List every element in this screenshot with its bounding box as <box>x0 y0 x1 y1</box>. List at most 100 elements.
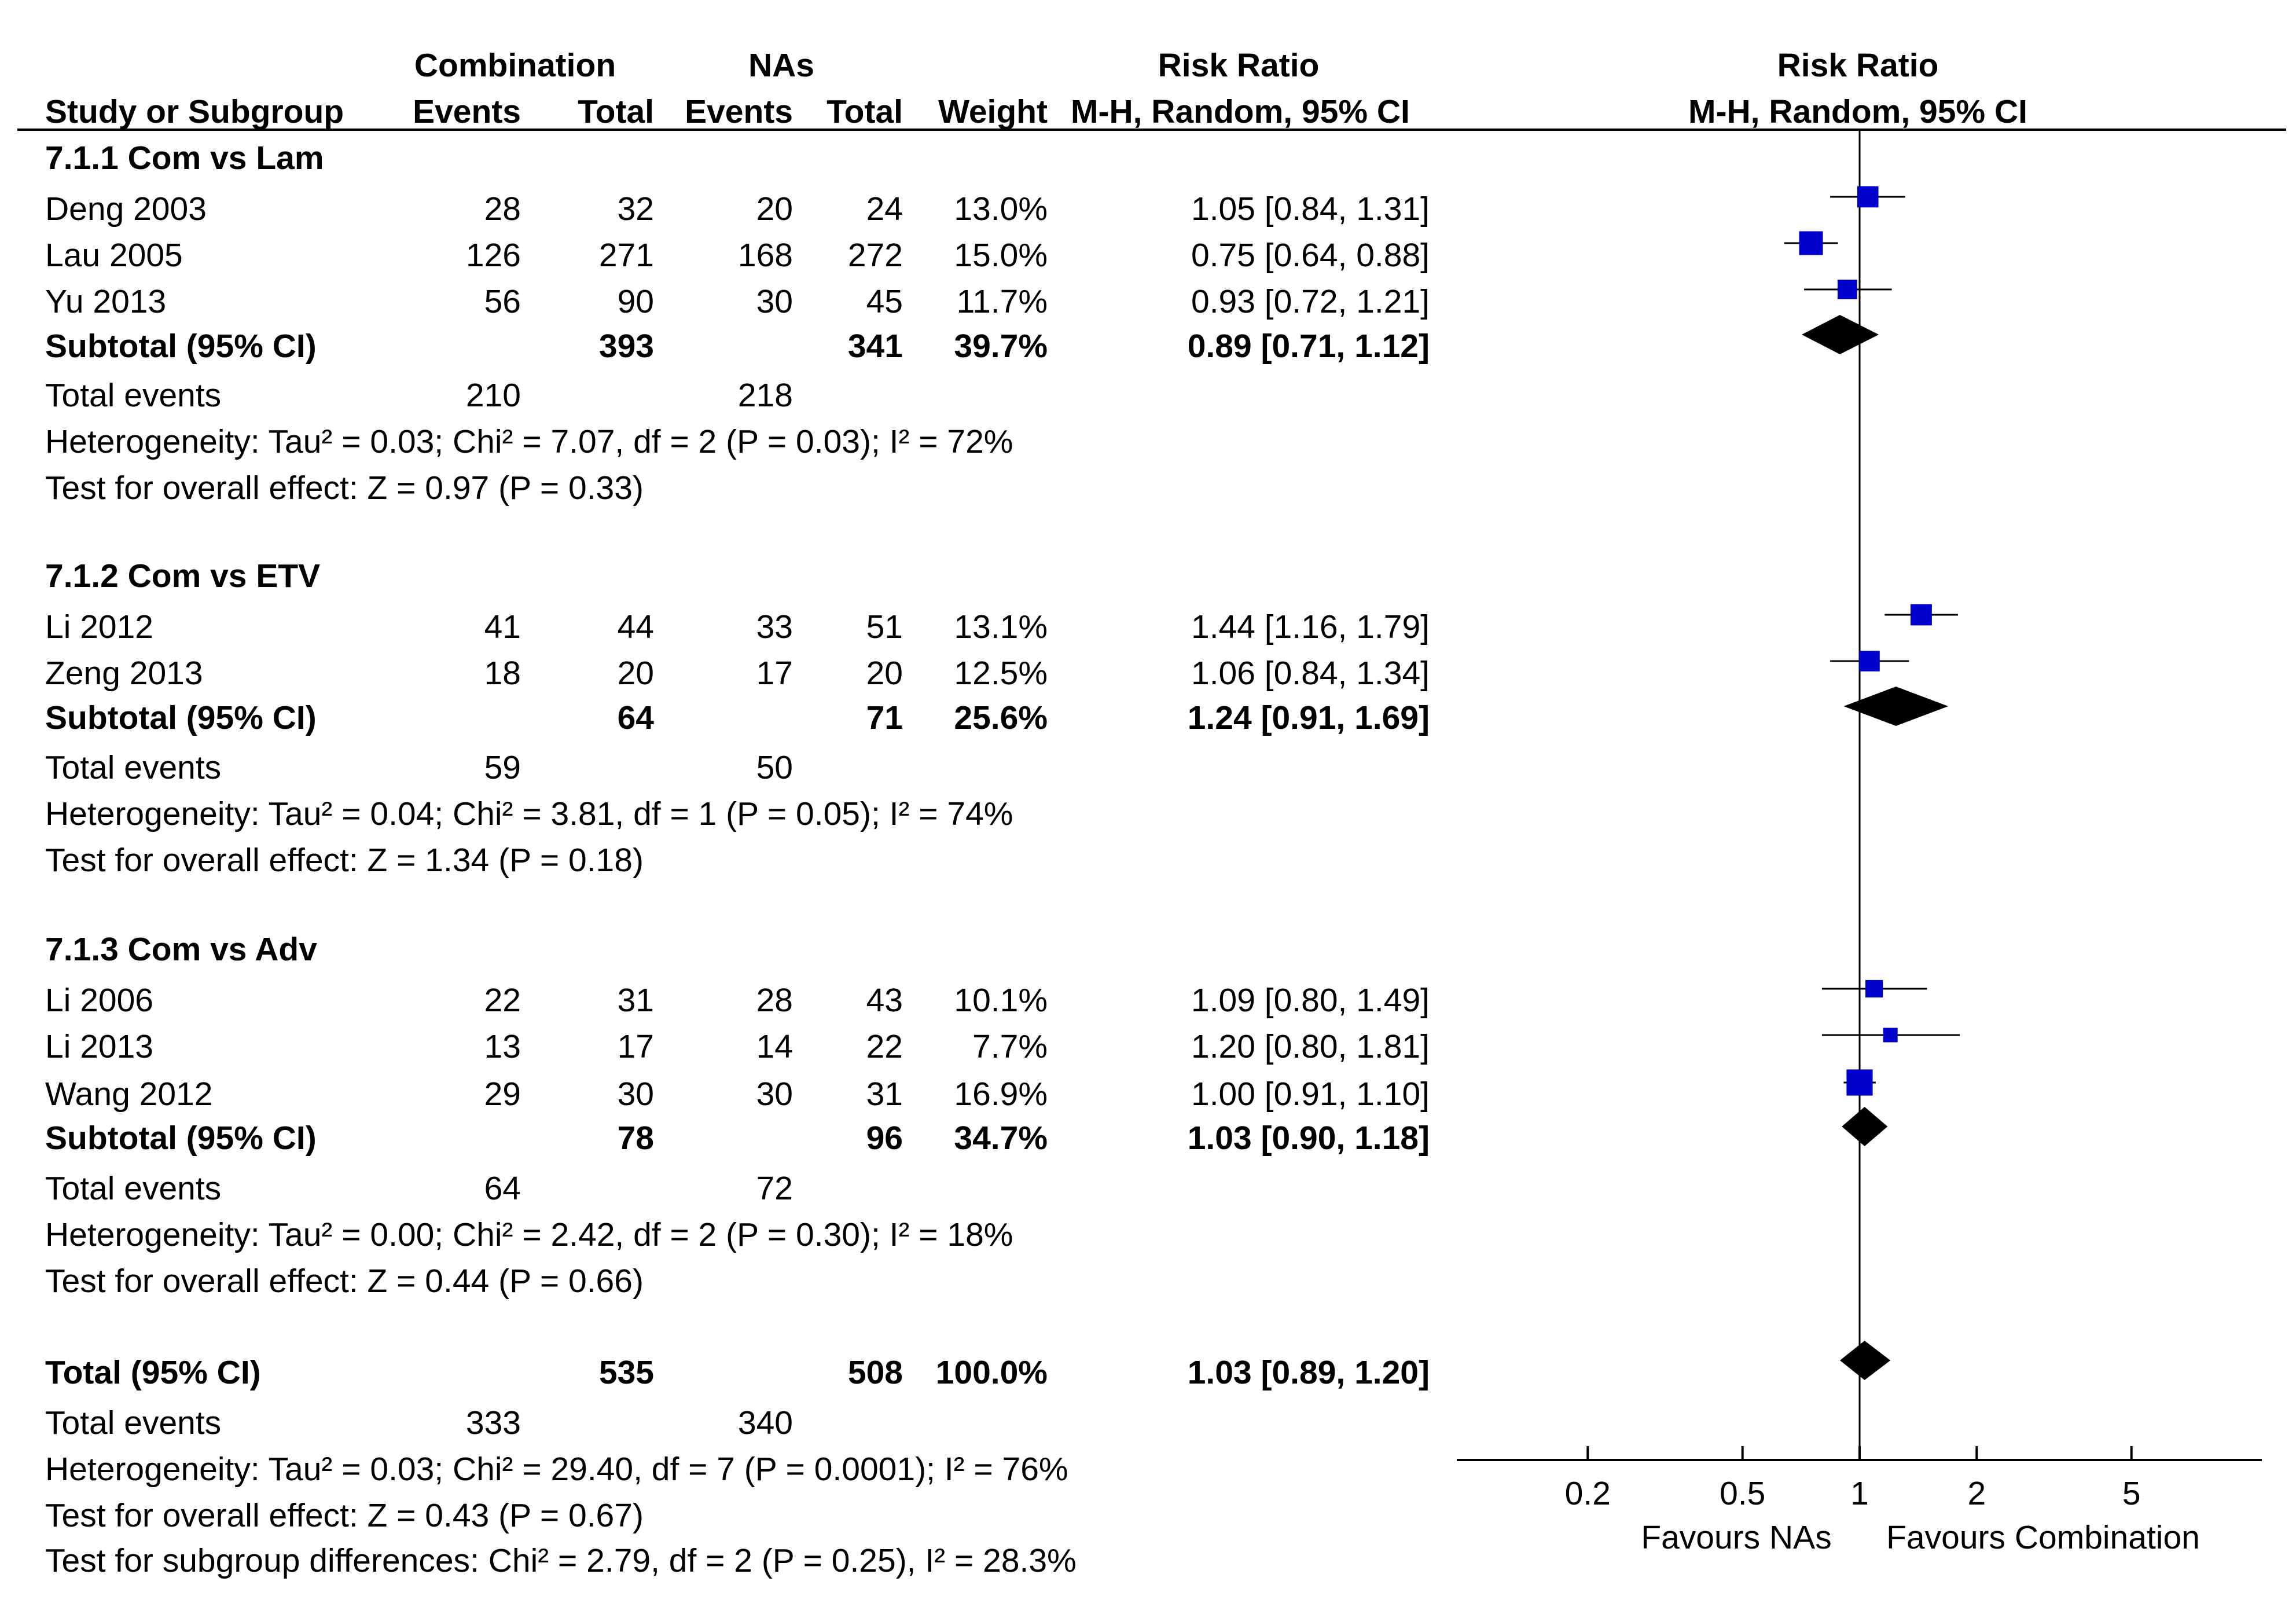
subtotal-label: Subtotal (95% CI) <box>45 1120 317 1157</box>
study-total-nas: 31 <box>866 1076 903 1113</box>
study-events-combination: 28 <box>484 190 521 228</box>
header-events-nas: Events <box>685 93 793 130</box>
total-events-label: Total events <box>45 1404 222 1441</box>
study-events-combination: 13 <box>484 1028 521 1065</box>
total-events-combination: 59 <box>484 749 521 786</box>
subgroup-differences-text: Test for subgroup differences: Chi² = 2.… <box>45 1542 1077 1579</box>
study-name: Li 2013 <box>45 1028 154 1065</box>
heterogeneity-text: Heterogeneity: Tau² = 0.03; Chi² = 29.40… <box>45 1451 1068 1488</box>
study-weight: 13.0% <box>954 190 1048 228</box>
study-events-combination: 56 <box>484 283 521 320</box>
study-total-nas: 20 <box>866 655 903 692</box>
study-ci: 0.93 [0.72, 1.21] <box>1191 283 1430 320</box>
header-events-combination: Events <box>413 93 521 130</box>
subtotal-total-combination: 64 <box>617 699 654 736</box>
header-risk-ratio-plot: Risk Ratio <box>1777 47 1939 84</box>
subtotal-total-combination: 78 <box>617 1120 654 1157</box>
study-ci: 1.20 [0.80, 1.81] <box>1191 1028 1430 1065</box>
total-events-label: Total events <box>45 377 222 414</box>
group-title: 7.1.1 Com vs Lam <box>45 140 324 177</box>
study-events-combination: 41 <box>484 608 521 645</box>
total-label: Total (95% CI) <box>45 1354 261 1391</box>
study-name: Yu 2013 <box>45 283 167 320</box>
header-study: Study or Subgroup <box>45 93 344 130</box>
study-events-combination: 22 <box>484 982 521 1019</box>
study-weight: 12.5% <box>954 655 1048 692</box>
study-total-nas: 22 <box>866 1028 903 1065</box>
overall-effect-text: Test for overall effect: Z = 1.34 (P = 0… <box>45 842 644 879</box>
study-total-combination: 17 <box>617 1028 654 1065</box>
study-name: Li 2012 <box>45 608 154 645</box>
subtotal-ci: 1.24 [0.91, 1.69] <box>1187 699 1430 736</box>
total-events-nas: 72 <box>756 1170 793 1207</box>
axis-tick-label: 1 <box>1850 1475 1869 1512</box>
heterogeneity-text: Heterogeneity: Tau² = 0.03; Chi² = 7.07,… <box>45 423 1013 460</box>
study-total-combination: 32 <box>617 190 654 228</box>
pooled-diamond <box>1839 1341 1891 1380</box>
study-weight: 16.9% <box>954 1076 1048 1113</box>
study-total-combination: 44 <box>617 608 654 645</box>
heterogeneity-text: Heterogeneity: Tau² = 0.00; Chi² = 2.42,… <box>45 1216 1013 1253</box>
overall-effect-text: Test for overall effect: Z = 0.44 (P = 0… <box>45 1263 644 1300</box>
subtotal-total-combination: 393 <box>598 328 654 365</box>
subtotal-ci: 1.03 [0.90, 1.18] <box>1187 1120 1430 1157</box>
study-events-nas: 30 <box>756 283 793 320</box>
study-square <box>1859 651 1880 672</box>
total-events-label: Total events <box>45 1170 222 1207</box>
study-total-combination: 90 <box>617 283 654 320</box>
subtotal-weight: 34.7% <box>954 1120 1048 1157</box>
study-events-nas: 168 <box>737 237 793 274</box>
header-method-plot: M-H, Random, 95% CI <box>1688 93 2027 130</box>
heterogeneity-text: Heterogeneity: Tau² = 0.04; Chi² = 3.81,… <box>45 795 1013 832</box>
study-ci: 1.44 [1.16, 1.79] <box>1191 608 1430 645</box>
subtotal-label: Subtotal (95% CI) <box>45 699 317 736</box>
study-total-nas: 272 <box>847 237 903 274</box>
study-name: Zeng 2013 <box>45 655 203 692</box>
total-events-combination: 64 <box>484 1170 521 1207</box>
overall-effect-text: Test for overall effect: Z = 0.97 (P = 0… <box>45 469 644 507</box>
study-weight: 7.7% <box>972 1028 1048 1065</box>
study-square <box>1846 1069 1873 1096</box>
total-events-label: Total events <box>45 749 222 786</box>
study-ci: 1.06 [0.84, 1.34] <box>1191 655 1430 692</box>
subtotal-total-nas: 341 <box>847 328 903 365</box>
axis-tick-label: 2 <box>1967 1475 1986 1512</box>
axis-tick-label: 0.2 <box>1565 1475 1611 1512</box>
study-total-nas: 51 <box>866 608 903 645</box>
study-events-nas: 17 <box>756 655 793 692</box>
study-weight: 10.1% <box>954 982 1048 1019</box>
study-events-combination: 18 <box>484 655 521 692</box>
header-method: M-H, Random, 95% CI <box>1071 93 1410 130</box>
study-name: Wang 2012 <box>45 1076 213 1113</box>
study-square <box>1857 186 1879 208</box>
total-events-nas: 340 <box>737 1404 793 1441</box>
subtotal-label: Subtotal (95% CI) <box>45 328 317 365</box>
study-name: Lau 2005 <box>45 237 183 274</box>
total-ci: 1.03 [0.89, 1.20] <box>1187 1354 1430 1391</box>
study-events-combination: 29 <box>484 1076 521 1113</box>
study-total-nas: 45 <box>866 283 903 320</box>
pooled-diamond <box>1842 1107 1888 1146</box>
study-weight: 13.1% <box>954 608 1048 645</box>
study-events-nas: 30 <box>756 1076 793 1113</box>
study-events-nas: 14 <box>756 1028 793 1065</box>
pooled-diamond <box>1802 315 1879 354</box>
group-title: 7.1.2 Com vs ETV <box>45 557 321 595</box>
study-ci: 0.75 [0.64, 0.88] <box>1191 237 1430 274</box>
total-total-combination: 535 <box>598 1354 654 1391</box>
study-total-nas: 24 <box>866 190 903 228</box>
group-title: 7.1.3 Com vs Adv <box>45 931 317 968</box>
subtotal-total-nas: 96 <box>866 1120 903 1157</box>
study-total-nas: 43 <box>866 982 903 1019</box>
header-weight: Weight <box>938 93 1048 130</box>
study-ci: 1.00 [0.91, 1.10] <box>1191 1076 1430 1113</box>
total-weight: 100.0% <box>935 1354 1048 1391</box>
study-square <box>1837 280 1857 299</box>
subtotal-total-nas: 71 <box>866 699 903 736</box>
total-events-nas: 218 <box>737 377 793 414</box>
header-combination: Combination <box>414 47 616 84</box>
subtotal-ci: 0.89 [0.71, 1.12] <box>1187 328 1430 365</box>
pooled-diamond <box>1843 687 1949 726</box>
study-square <box>1883 1028 1898 1043</box>
header-rule <box>17 129 2286 131</box>
